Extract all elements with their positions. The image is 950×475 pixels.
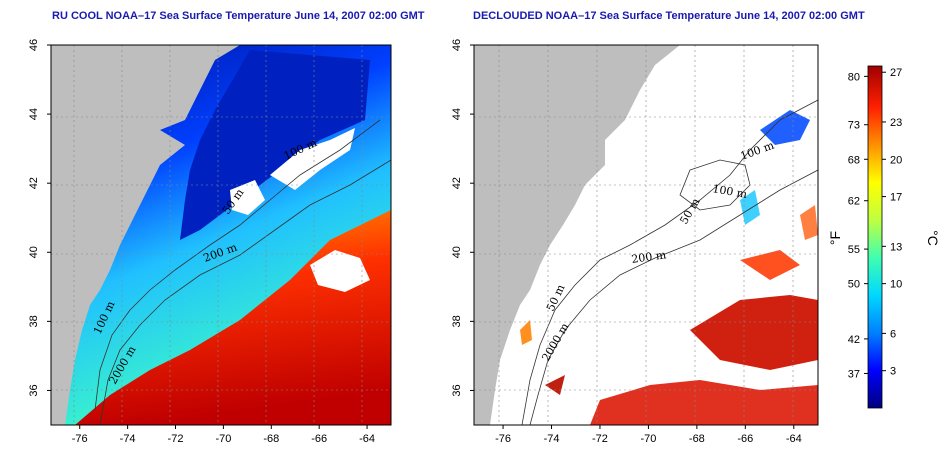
fahrenheit-tick-label: 68 [848, 154, 860, 166]
fahrenheit-tick-label: 42 [848, 334, 860, 346]
left-map-axis: -76 -74 -72 -70 -68 -66 -64 36 38 40 42 44 46 [28, 39, 375, 445]
right-map-grid [474, 45, 818, 425]
celsius-tick-label: 23 [890, 117, 902, 129]
fahrenheit-unit-label: °F [827, 231, 843, 245]
left-map-frame [50, 44, 392, 426]
celsius-tick-label: 13 [890, 241, 902, 253]
fahrenheit-tick-label: 55 [848, 244, 860, 256]
right-contour-label-200: 200 m [631, 248, 668, 266]
celsius-tick-label: 20 [890, 154, 902, 166]
right-map-frame [473, 44, 819, 426]
right-map-sst-patches [520, 110, 818, 425]
fahrenheit-tick-label: 37 [848, 368, 860, 380]
left-y-tick-label: 44 [28, 108, 40, 120]
left-y-tick-label: 42 [28, 177, 40, 189]
right-y-tick-label: 44 [451, 108, 463, 120]
right-map-panel: 100 m 100 m 50 m 200 m 50 m 2000 m -76 -7… [451, 39, 819, 445]
left-map-cloud-1 [270, 128, 355, 190]
left-x-tick-label: -76 [72, 433, 88, 445]
colorbar-ticks: 27 23 20 17 13 10 6 3 80 73 68 62 55 50 42 37 [848, 67, 903, 380]
right-map-shelf-contour [521, 99, 818, 425]
left-y-tick-label: 36 [28, 384, 40, 396]
fahrenheit-tick-label: 50 [848, 279, 860, 291]
left-y-tick-label: 40 [28, 246, 40, 258]
left-map-cloud-2 [310, 250, 370, 292]
right-x-tick-label: -70 [640, 433, 656, 445]
left-map-grid [51, 45, 391, 425]
celsius-tick-label: 27 [890, 67, 902, 79]
left-x-tick-label: -64 [359, 433, 375, 445]
left-x-tick-label: -66 [311, 433, 327, 445]
right-x-tick-label: -66 [737, 433, 753, 445]
right-map-axis: -76 -74 -72 -70 -68 -66 -64 36 38 40 42 44 46 [451, 39, 802, 445]
right-x-tick-label: -68 [689, 433, 705, 445]
left-map-dark-shelf [180, 50, 370, 240]
right-map-title: DECLOUDED NOAA–17 Sea Surface Temperatur… [473, 10, 865, 22]
left-x-tick-label: -74 [120, 433, 136, 445]
right-x-tick-label: -64 [786, 433, 802, 445]
colorbar-gradient [867, 65, 883, 409]
right-x-tick-label: -74 [544, 433, 560, 445]
right-y-tick-label: 46 [451, 39, 463, 51]
left-map-panel: 100 m 50 m 200 m 100 m 2000 m -76 -74 -72-… [28, 39, 392, 445]
celsius-unit-label: °C [925, 230, 941, 246]
celsius-tick-label: 3 [890, 366, 896, 378]
right-map-inner-contour [679, 159, 751, 211]
celsius-tick-label: 17 [890, 192, 902, 204]
fahrenheit-tick-label: 62 [848, 196, 860, 208]
right-x-tick-label: -72 [592, 433, 608, 445]
left-y-tick-label: 46 [28, 39, 40, 51]
left-y-tick-label: 38 [28, 315, 40, 327]
right-y-tick-label: 40 [451, 246, 463, 258]
left-map-cloud-3 [230, 180, 265, 215]
celsius-tick-label: 10 [890, 279, 902, 291]
colorbar: 27 23 20 17 13 10 6 3 80 73 68 62 55 50 42 37 °F °C [827, 65, 941, 409]
right-map-slope-contour [529, 169, 818, 425]
right-y-tick-label: 42 [451, 177, 463, 189]
right-y-tick-label: 36 [451, 384, 463, 396]
left-map-shelf-contour [94, 119, 381, 411]
right-y-tick-label: 38 [451, 315, 463, 327]
left-map-warm-water [75, 210, 391, 425]
left-x-tick-label: -70 [215, 433, 231, 445]
fahrenheit-tick-label: 80 [848, 71, 860, 83]
celsius-tick-label: 6 [890, 328, 896, 340]
left-map-slope-contour [99, 159, 391, 425]
left-map-title: RU COOL NOAA–17 Sea Surface Temperature … [52, 10, 425, 22]
left-x-tick-label: -68 [263, 433, 279, 445]
left-x-tick-label: -72 [168, 433, 184, 445]
fahrenheit-tick-label: 73 [848, 120, 860, 132]
right-contour-label-100b: 100 m [711, 182, 748, 201]
right-x-tick-label: -76 [495, 433, 511, 445]
